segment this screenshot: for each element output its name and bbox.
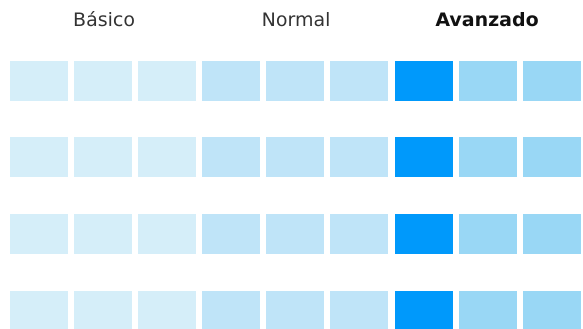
grid-cell-avanzado-2[interactable] bbox=[459, 214, 517, 254]
grid-cell-avanzado-3[interactable] bbox=[523, 137, 581, 177]
grid-cell-avanzado-1-selected[interactable] bbox=[395, 61, 453, 101]
grid-cell-avanzado-3[interactable] bbox=[523, 61, 581, 101]
grid-cell-normal-3[interactable] bbox=[330, 214, 388, 254]
level-header: Básico Normal Avanzado bbox=[0, 6, 583, 36]
grid-cell-normal-3[interactable] bbox=[330, 137, 388, 177]
grid-cell-normal-1[interactable] bbox=[202, 214, 260, 254]
grid-row-4 bbox=[10, 291, 583, 329]
grid-cell-avanzado-2[interactable] bbox=[459, 291, 517, 329]
grid-cell-normal-3[interactable] bbox=[330, 61, 388, 101]
grid-cell-basico-3[interactable] bbox=[138, 137, 196, 177]
level-label-normal[interactable]: Normal bbox=[261, 9, 331, 31]
grid-cell-avanzado-2[interactable] bbox=[459, 61, 517, 101]
grid-cell-normal-1[interactable] bbox=[202, 291, 260, 329]
grid-cell-normal-1[interactable] bbox=[202, 137, 260, 177]
grid-cell-normal-2[interactable] bbox=[266, 291, 324, 329]
grid-cell-basico-1[interactable] bbox=[10, 61, 68, 101]
level-label-basico[interactable]: Básico bbox=[73, 9, 135, 31]
grid-cell-basico-1[interactable] bbox=[10, 214, 68, 254]
grid-row-2 bbox=[10, 137, 583, 177]
grid-cell-avanzado-1-selected[interactable] bbox=[395, 291, 453, 329]
grid-row-3 bbox=[10, 214, 583, 254]
grid-cell-basico-3[interactable] bbox=[138, 291, 196, 329]
grid-cell-basico-1[interactable] bbox=[10, 291, 68, 329]
level-label-avanzado[interactable]: Avanzado bbox=[435, 9, 539, 31]
grid-cell-basico-3[interactable] bbox=[138, 61, 196, 101]
grid-cell-normal-2[interactable] bbox=[266, 137, 324, 177]
level-grid bbox=[10, 61, 583, 329]
grid-cell-avanzado-1-selected[interactable] bbox=[395, 137, 453, 177]
grid-cell-normal-2[interactable] bbox=[266, 214, 324, 254]
grid-cell-normal-3[interactable] bbox=[330, 291, 388, 329]
grid-cell-normal-2[interactable] bbox=[266, 61, 324, 101]
grid-row-1 bbox=[10, 61, 583, 101]
grid-cell-basico-2[interactable] bbox=[74, 137, 132, 177]
grid-cell-basico-2[interactable] bbox=[74, 214, 132, 254]
grid-cell-basico-3[interactable] bbox=[138, 214, 196, 254]
grid-cell-avanzado-2[interactable] bbox=[459, 137, 517, 177]
grid-cell-normal-1[interactable] bbox=[202, 61, 260, 101]
grid-cell-basico-1[interactable] bbox=[10, 137, 68, 177]
grid-cell-basico-2[interactable] bbox=[74, 61, 132, 101]
grid-cell-avanzado-3[interactable] bbox=[523, 291, 581, 329]
grid-cell-avanzado-1-selected[interactable] bbox=[395, 214, 453, 254]
grid-cell-avanzado-3[interactable] bbox=[523, 214, 581, 254]
grid-cell-basico-2[interactable] bbox=[74, 291, 132, 329]
